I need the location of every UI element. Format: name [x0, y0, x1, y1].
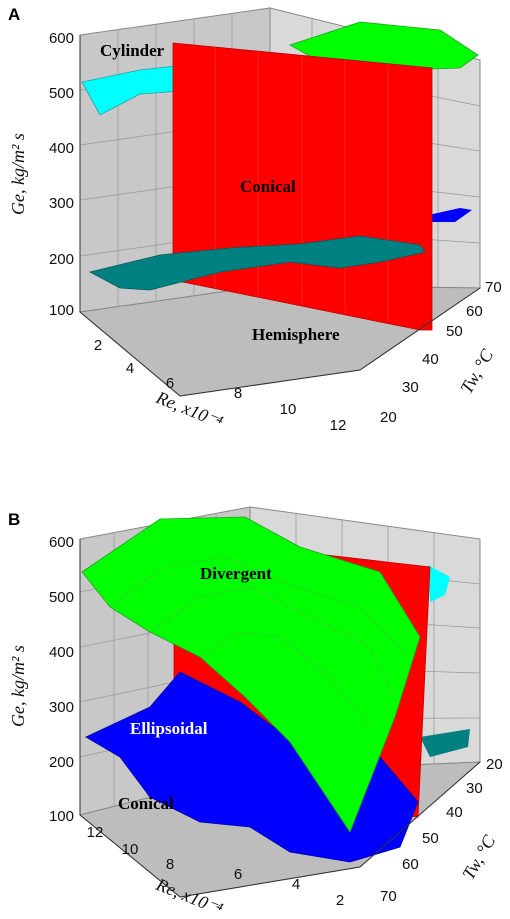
chart-a-x-tick: 2 [94, 337, 102, 354]
chart-b-x-tick: 4 [292, 876, 300, 893]
chart-a-y-tick: 400 [49, 140, 74, 157]
chart-b-surface-divergent [81, 516, 421, 833]
chart-b-x-tick: 2 [336, 892, 344, 909]
chart-b-z-tick: 40 [446, 804, 463, 821]
chart-b-front-edge [179, 866, 361, 898]
chart-b-divergent-mesh [109, 556, 406, 728]
chart-a-z-axis [359, 287, 481, 371]
chart-a-surface-conical [172, 42, 433, 331]
chart-b-y-tick: 400 [49, 644, 74, 661]
chart-b-x-tick: 6 [234, 866, 242, 883]
chart-a-surface-blue [424, 208, 472, 222]
chart-a-y-tick: 200 [49, 251, 74, 268]
chart-b-z-tick: 30 [466, 780, 483, 797]
chart-a-y-tick: 500 [49, 85, 74, 102]
chart-a-y-tick: 600 [49, 30, 74, 47]
chart-a-z-axis-title: Tw, °C [456, 345, 498, 397]
chart-a-x-tick: 12 [330, 417, 347, 434]
chart-a-x-tick: 8 [234, 385, 242, 402]
chart-a-x-tick: 10 [280, 401, 297, 418]
chart-a-label-hemisphere: Hemisphere [252, 325, 340, 344]
chart-a-z-tick: 70 [485, 279, 502, 296]
chart-b-label-ellipsoidal: Ellipsoidal [130, 719, 208, 738]
chart-b-x-tick: 8 [166, 856, 174, 873]
chart-a-y-tick: 300 [49, 195, 74, 212]
chart-b-surface-ellipsoidal [85, 671, 419, 863]
chart-b-y-axis-title: Ge, kg/m² s [8, 645, 28, 727]
chart-a-z-tick: 40 [422, 351, 439, 368]
chart-b-y-tick: 500 [49, 589, 74, 606]
chart-b-z-axis [359, 761, 481, 868]
chart-b-y-tick: 600 [49, 534, 74, 551]
chart-b-z-tick: 60 [402, 856, 419, 873]
chart-b-y-tick: 300 [49, 699, 74, 716]
chart-a-z-tick: 60 [466, 303, 483, 320]
chart-a-y-tick: 100 [49, 302, 74, 319]
chart-b-z-tick: 50 [422, 830, 439, 847]
chart-a-x-tick: 4 [126, 360, 134, 377]
chart-b-panel-letter: B [8, 510, 20, 529]
chart-a-panel-letter: A [8, 5, 20, 24]
chart-b-z-tick: 70 [380, 888, 397, 905]
chart-a-x-axis [79, 311, 181, 397]
chart-a-x-tick: 6 [166, 375, 174, 392]
chart-a-z-tick: 20 [380, 409, 397, 426]
chart-b-y-tick: 100 [49, 808, 74, 825]
chart-b-label-conical: Conical [118, 794, 174, 813]
chart-b-z-axis-title: Tw, °C [458, 831, 500, 883]
chart-b-z-tick: 20 [486, 756, 503, 773]
chart-a-svg: A 600 500 400 300 200 100 2 4 6 8 10 12 … [8, 5, 502, 434]
chart-b-surface-teal [420, 729, 470, 757]
chart-b-x-axis [79, 814, 181, 898]
chart-b-label-divergent: Divergent [200, 564, 272, 583]
chart-a-z-tick: 30 [402, 379, 419, 396]
chart-panel-b: B 600 500 400 300 200 100 12 10 8 6 4 2 … [0, 457, 510, 919]
chart-b-y-tick: 200 [49, 754, 74, 771]
chart-b-x-tick: 12 [87, 824, 104, 841]
chart-a-label-conical: Conical [240, 177, 296, 196]
chart-a-front-edge [179, 369, 361, 397]
chart-b-surface-cyan [428, 565, 450, 602]
chart-panel-a: A 600 500 400 300 200 100 2 4 6 8 10 12 … [0, 0, 510, 457]
chart-a-y-axis-title: Ge, kg/m² s [8, 133, 28, 215]
chart-b-x-tick: 10 [122, 841, 139, 858]
chart-b-svg: B 600 500 400 300 200 100 12 10 8 6 4 2 … [8, 506, 503, 919]
chart-a-label-cylinder: Cylinder [100, 41, 165, 60]
chart-a-z-tick: 50 [446, 323, 463, 340]
chart-a-surface-hemisphere [88, 235, 426, 291]
